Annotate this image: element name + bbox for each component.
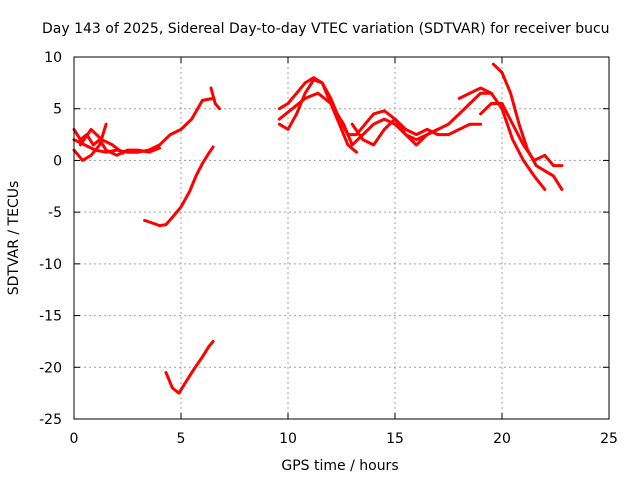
plot-frame [73,56,610,420]
x-tick-label: 20 [493,431,511,447]
series-arc-4 [78,127,125,155]
x-tick-label: 25 [600,431,618,447]
y-axis-label: SDTVAR / TECUs [6,181,22,296]
series-arc-9 [277,91,493,147]
x-tick-label: 0 [70,431,79,447]
series-arc-14 [479,102,564,168]
x-tick-label: 15 [386,431,404,447]
series-arc-3 [72,96,215,154]
y-tick-label: 0 [53,153,62,169]
y-tick-label: -5 [48,205,62,221]
x-tick-label: 10 [279,431,297,447]
y-tick-label: -15 [39,309,62,325]
x-axis-label: GPS time / hours [281,458,398,474]
series-layer [72,62,564,395]
chart-title: Day 143 of 2025, Sidereal Day-to-day VTE… [42,21,610,37]
y-tick-label: -20 [39,360,62,376]
series-arc-12 [457,86,547,191]
y-tick-label: 10 [44,50,62,66]
y-tick-label: 5 [53,102,62,118]
x-tick-label: 5 [177,431,186,447]
y-tick-label: -25 [39,412,62,428]
series-arc-6 [143,145,215,228]
series-arc-10 [277,78,358,154]
series-arc-7 [164,339,215,395]
series-arc-5 [209,86,221,111]
tick-layer: 0 5 10 15 20 25 10 5 0 -5 -10 -15 -20 -25 [39,50,618,447]
y-tick-label: -10 [39,257,62,273]
series-arc-11 [350,117,483,147]
